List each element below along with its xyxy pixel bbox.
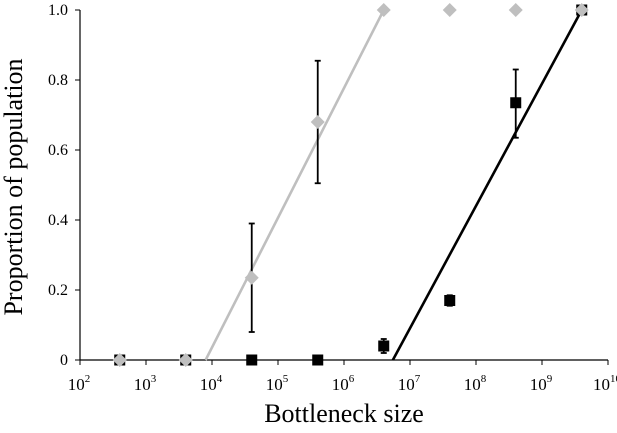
black-series-trendline bbox=[391, 9, 583, 361]
y-tick-label: 1.0 bbox=[48, 2, 68, 19]
x-tick-label: 107 bbox=[398, 373, 421, 394]
error-bars bbox=[248, 59, 519, 354]
diamond-marker bbox=[442, 3, 457, 17]
x-tick-exponent: 5 bbox=[283, 373, 289, 385]
x-tick-exponent: 4 bbox=[217, 373, 223, 385]
y-tick-label: 0.8 bbox=[48, 72, 68, 89]
diamond-marker bbox=[112, 353, 127, 367]
x-tick-label: 104 bbox=[200, 373, 223, 394]
x-tick-label: 103 bbox=[134, 373, 157, 394]
x-tick-label: 102 bbox=[68, 373, 91, 394]
x-tick-base: 10 bbox=[593, 375, 610, 394]
x-tick-exponent: 2 bbox=[85, 373, 91, 385]
x-tick-exponent: 6 bbox=[349, 373, 355, 385]
diamond-marker bbox=[244, 270, 259, 285]
y-tick-label: 0.2 bbox=[48, 282, 68, 299]
y-tick-label: 0.6 bbox=[48, 142, 68, 159]
diamond-marker bbox=[574, 3, 589, 17]
y-tick-label: 0 bbox=[60, 352, 68, 369]
x-tick-base: 10 bbox=[200, 375, 217, 394]
x-tick-label: 109 bbox=[530, 373, 553, 394]
diamond-marker bbox=[178, 353, 193, 367]
data-markers bbox=[112, 3, 589, 367]
x-tick-base: 10 bbox=[134, 375, 151, 394]
x-axis-title: Bottleneck size bbox=[264, 399, 424, 428]
x-tick-label: 105 bbox=[266, 373, 289, 394]
x-tick-label: 106 bbox=[332, 373, 355, 394]
y-axis-title: Proportion of population bbox=[0, 58, 28, 315]
trendlines bbox=[204, 9, 583, 361]
x-tick-exponent: 3 bbox=[151, 373, 157, 385]
y-tick-label: 0.4 bbox=[48, 212, 68, 229]
square-marker bbox=[246, 354, 258, 366]
x-tick-exponent: 10 bbox=[610, 373, 617, 385]
square-marker bbox=[312, 354, 324, 366]
y-tick-labels: 0 0.2 0.4 0.6 0.8 1.0 bbox=[48, 2, 68, 369]
x-tick-base: 10 bbox=[266, 375, 283, 394]
square-marker bbox=[444, 295, 456, 306]
x-tick-label: 108 bbox=[464, 373, 487, 394]
x-tick-exponent: 7 bbox=[415, 373, 421, 385]
diamond-marker bbox=[376, 3, 391, 17]
x-tick-base: 10 bbox=[530, 375, 547, 394]
x-tick-exponent: 9 bbox=[547, 373, 553, 385]
axes bbox=[75, 9, 609, 365]
x-tick-base: 10 bbox=[398, 375, 415, 394]
diamond-marker bbox=[508, 3, 523, 17]
x-tick-exponent: 8 bbox=[481, 373, 487, 385]
square-marker bbox=[510, 97, 522, 109]
gray-series-trendline bbox=[204, 9, 385, 361]
x-tick-base: 10 bbox=[68, 375, 85, 394]
diamond-marker bbox=[310, 115, 325, 129]
x-tick-base: 10 bbox=[464, 375, 481, 394]
square-marker bbox=[378, 340, 390, 352]
x-tick-base: 10 bbox=[332, 375, 349, 394]
